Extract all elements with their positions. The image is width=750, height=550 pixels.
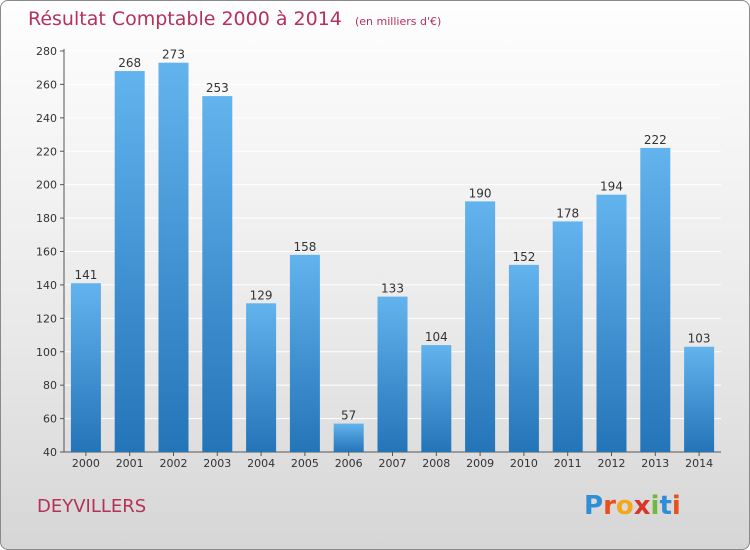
- bar-2007: [377, 296, 408, 452]
- x-tick-label-2010: 2010: [510, 457, 538, 470]
- logo-letter: t: [659, 491, 672, 521]
- x-tick-label-2014: 2014: [685, 457, 713, 470]
- bar-2005: [289, 254, 320, 452]
- x-tick-label-2008: 2008: [422, 457, 450, 470]
- x-tick-label-2002: 2002: [160, 457, 188, 470]
- y-tick-label: 140: [36, 279, 57, 292]
- title-row: Résultat Comptable 2000 à 2014 (en milli…: [28, 8, 441, 30]
- y-tick-label: 280: [36, 45, 57, 58]
- logo-letter: P: [584, 491, 604, 521]
- x-tick-label-2006: 2006: [335, 457, 363, 470]
- bar-2008: [421, 345, 452, 452]
- y-tick-label: 200: [36, 179, 57, 192]
- x-tick-label-2012: 2012: [598, 457, 626, 470]
- data-label-2005: 158: [293, 240, 316, 254]
- data-label-2008: 104: [425, 330, 448, 344]
- y-tick-label: 40: [43, 446, 57, 459]
- y-tick-label: 160: [36, 246, 57, 259]
- y-tick-label: 240: [36, 112, 57, 125]
- logo-letter: i: [650, 491, 660, 521]
- bar-2013: [640, 147, 671, 453]
- logo-letter: o: [615, 491, 634, 521]
- y-tick-label: 180: [36, 212, 57, 225]
- bar-2003: [202, 96, 233, 453]
- data-label-2001: 268: [118, 56, 141, 70]
- y-tick-label: 60: [43, 413, 57, 426]
- y-tick-label: 220: [36, 145, 57, 158]
- commune-name: DEYVILLERS: [37, 496, 147, 517]
- data-label-2013: 222: [644, 133, 667, 147]
- x-tick-label-2005: 2005: [291, 457, 319, 470]
- x-tick-label-2001: 2001: [116, 457, 144, 470]
- x-tick-label-2000: 2000: [72, 457, 100, 470]
- x-tick-label-2007: 2007: [379, 457, 407, 470]
- data-label-2004: 129: [250, 288, 273, 302]
- chart-subtitle: (en milliers d'€): [354, 15, 442, 28]
- bar-2014: [684, 346, 715, 452]
- y-tick-label: 260: [36, 78, 57, 91]
- bar-2011: [552, 221, 583, 452]
- bar-2000: [70, 283, 101, 452]
- logo-letter: i: [671, 491, 681, 521]
- bar-2012: [596, 194, 627, 453]
- bar-2009: [465, 201, 496, 452]
- x-tick-label-2004: 2004: [247, 457, 275, 470]
- data-label-2007: 133: [381, 282, 404, 296]
- data-label-2009: 190: [469, 186, 492, 200]
- data-labels: 141 268 273 253 129 158 57 133 104 190 152 178 194 22…: [74, 48, 710, 423]
- data-label-2000: 141: [74, 268, 97, 282]
- x-axis: 2000 2001 2002 2003 2004 2005 2006 2007 2008 2009…: [72, 452, 713, 470]
- y-tick-label: 120: [36, 312, 57, 325]
- data-label-2006: 57: [341, 409, 356, 423]
- data-label-2002: 273: [162, 48, 185, 62]
- x-tick-label-2013: 2013: [641, 457, 669, 470]
- data-label-2014: 103: [688, 332, 711, 346]
- logo-letter: r: [603, 491, 616, 521]
- bars: [70, 62, 715, 453]
- data-label-2003: 253: [206, 81, 229, 95]
- logo-letter: x: [633, 491, 651, 521]
- bar-2004: [246, 303, 277, 452]
- bar-2002: [158, 62, 189, 453]
- x-tick-label-2009: 2009: [466, 457, 494, 470]
- y-tick-label: 80: [43, 379, 57, 392]
- bar-2001: [114, 71, 145, 453]
- bar-2006: [333, 423, 364, 452]
- data-label-2010: 152: [512, 250, 535, 264]
- x-tick-label-2003: 2003: [203, 457, 231, 470]
- bar-2010: [508, 264, 539, 452]
- y-tick-label: 100: [36, 346, 57, 359]
- data-label-2012: 194: [600, 180, 623, 194]
- proxiti-logo[interactable]: Proxiti: [584, 491, 681, 521]
- x-tick-label-2011: 2011: [554, 457, 582, 470]
- chart-title: Résultat Comptable 2000 à 2014: [28, 8, 342, 30]
- data-label-2011: 178: [556, 206, 579, 220]
